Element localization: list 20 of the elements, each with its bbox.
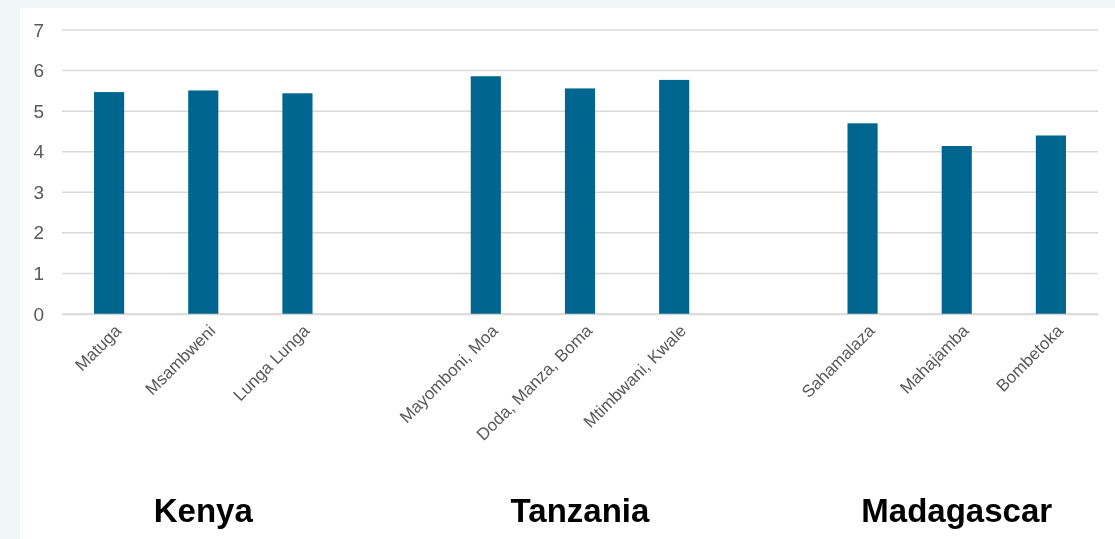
text: Kenya <box>153 492 254 529</box>
y-tick-label: 0 <box>33 303 44 325</box>
text: Madagascar <box>861 492 1053 529</box>
bar <box>941 146 972 314</box>
y-tick-label: 2 <box>33 222 44 244</box>
y-tick-label: 3 <box>33 181 44 203</box>
y-tick-label: 1 <box>33 263 44 285</box>
bar <box>564 88 596 314</box>
bar <box>188 90 219 314</box>
text: Tanzania <box>510 492 651 529</box>
bar <box>470 76 501 314</box>
bar <box>1035 135 1066 314</box>
bar <box>847 123 878 314</box>
bar <box>94 92 125 314</box>
y-tick-label: 5 <box>33 100 44 122</box>
y-tick-label: 6 <box>33 60 44 82</box>
bar <box>659 79 690 314</box>
y-tick-label: 7 <box>33 19 44 41</box>
bar <box>282 93 313 314</box>
y-tick-label: 4 <box>33 141 45 163</box>
